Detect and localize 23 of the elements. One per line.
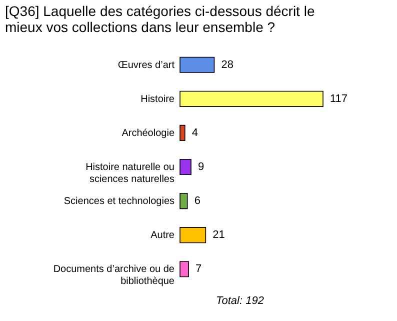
bar — [180, 56, 215, 73]
text: Total: 192 — [216, 295, 264, 307]
data-label: 6 — [194, 195, 200, 208]
data-label: 28 — [221, 58, 234, 71]
y-tick-label: Œuvres d’art — [118, 60, 175, 71]
bar — [180, 158, 192, 176]
data-label: 4 — [192, 126, 198, 139]
bar — [180, 227, 206, 244]
y-tick-label: Sciences et technologies — [64, 196, 174, 208]
bar — [180, 124, 186, 142]
data-label: 9 — [198, 161, 204, 173]
y-tick-label: Documents d’archive ou de bibliothèque — [53, 264, 175, 288]
data-label: 7 — [196, 263, 202, 276]
y-tick-label: Histoire naturelle ou sciences naturelles — [86, 162, 174, 185]
bar — [180, 192, 188, 210]
bar — [180, 261, 189, 278]
y-tick-label: Histoire — [140, 94, 175, 105]
y-tick-label: Autre — [150, 230, 175, 242]
y-tick-label: Archéologie — [122, 128, 175, 139]
data-label: 117 — [330, 92, 348, 105]
bar — [180, 90, 324, 107]
chart-title: [Q36] Laquelle des catégories ci-dessous décrit le mieux vos collections dans leur ensemble ? — [5, 3, 315, 35]
data-label: 21 — [212, 229, 225, 242]
